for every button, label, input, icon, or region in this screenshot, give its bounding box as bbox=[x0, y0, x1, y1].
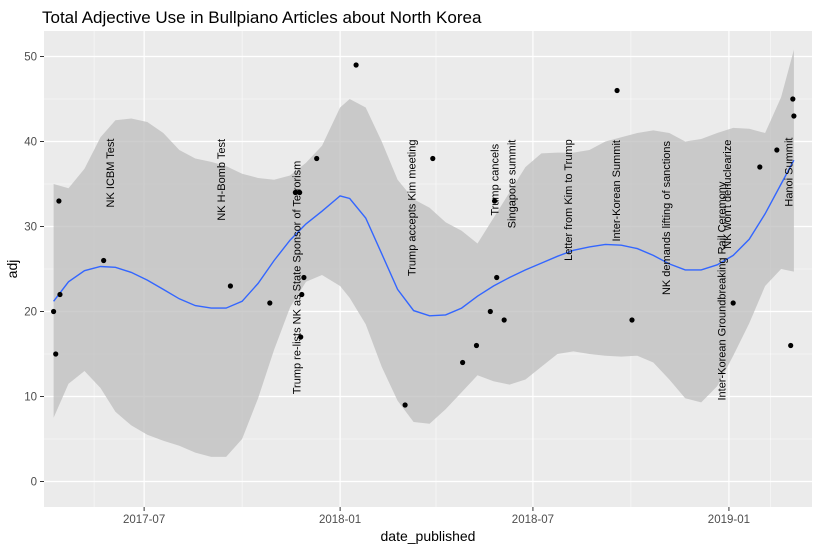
event-annotation: NK won't denuclearize bbox=[722, 140, 734, 249]
data-points bbox=[50, 62, 797, 408]
data-point bbox=[460, 359, 466, 366]
chart-title: Total Adjective Use in Bullpiano Article… bbox=[42, 8, 482, 27]
data-point bbox=[788, 342, 794, 349]
data-point bbox=[774, 147, 780, 153]
y-tick-label: 40 bbox=[24, 137, 37, 149]
data-point bbox=[353, 62, 359, 68]
data-point bbox=[614, 87, 620, 94]
event-annotation: Inter-Korean Summit bbox=[611, 140, 623, 241]
event-annotations: NK ICBM Test NK H-Bomb Test Trump re-lists… bbox=[105, 138, 796, 401]
data-point bbox=[299, 291, 305, 298]
x-tick-label: 2019-01 bbox=[708, 514, 750, 526]
data-point bbox=[57, 291, 63, 298]
data-point bbox=[491, 198, 498, 204]
x-tick-label: 2018-01 bbox=[319, 514, 361, 526]
data-point bbox=[757, 164, 763, 170]
x-tick-label: 2017-07 bbox=[123, 514, 165, 526]
data-point bbox=[298, 334, 304, 340]
data-point bbox=[267, 300, 273, 306]
data-point bbox=[301, 274, 307, 281]
x-axis: 2017-07 2018-01 2018-07 2019-01 bbox=[123, 507, 750, 526]
data-point bbox=[101, 257, 107, 264]
y-tick-label: 50 bbox=[24, 52, 37, 64]
y-axis-title: adj bbox=[4, 260, 20, 279]
data-point bbox=[292, 189, 298, 196]
y-axis: 0 10 20 30 40 50 bbox=[24, 52, 44, 489]
event-annotation: Trump re-lists NK as State Sponsor of Te… bbox=[292, 161, 304, 395]
y-tick-label: 20 bbox=[24, 307, 37, 319]
event-annotation: Singapore summit bbox=[507, 140, 519, 229]
data-point bbox=[56, 198, 62, 204]
data-point bbox=[487, 308, 493, 315]
event-annotation: Letter from Kim to Trump bbox=[563, 139, 575, 261]
event-annotation: Inter-Korean Groundbreaking Rail Ceremon… bbox=[717, 181, 729, 400]
data-point bbox=[297, 189, 303, 196]
y-tick-label: 30 bbox=[24, 222, 37, 234]
data-point bbox=[730, 300, 736, 306]
data-point bbox=[227, 283, 234, 289]
data-point bbox=[430, 155, 436, 162]
x-tick-label: 2018-07 bbox=[512, 514, 554, 526]
event-annotation: Trump cancels bbox=[490, 143, 502, 215]
data-point bbox=[402, 402, 408, 408]
y-tick-label: 10 bbox=[24, 392, 37, 404]
confidence-ribbon bbox=[53, 49, 794, 457]
smooth-line bbox=[53, 159, 795, 317]
data-point bbox=[473, 342, 480, 349]
event-annotation: Hanoi Summit bbox=[784, 138, 796, 207]
event-annotation: NK H-Bomb Test bbox=[216, 139, 228, 221]
data-point bbox=[629, 317, 635, 323]
data-point bbox=[791, 113, 797, 119]
event-annotation: NK ICBM Test bbox=[105, 139, 117, 208]
event-annotation: Trump accepts Kim meeting bbox=[407, 140, 419, 277]
event-annotation: NK demands lifting of sanctions bbox=[661, 140, 673, 295]
y-tick-label: 0 bbox=[31, 477, 37, 489]
data-point bbox=[314, 155, 320, 162]
data-point bbox=[494, 274, 500, 281]
data-point bbox=[53, 351, 59, 357]
x-axis-title: date_published bbox=[381, 528, 476, 544]
data-point bbox=[50, 308, 57, 315]
data-point bbox=[501, 317, 507, 323]
data-point bbox=[790, 96, 796, 102]
